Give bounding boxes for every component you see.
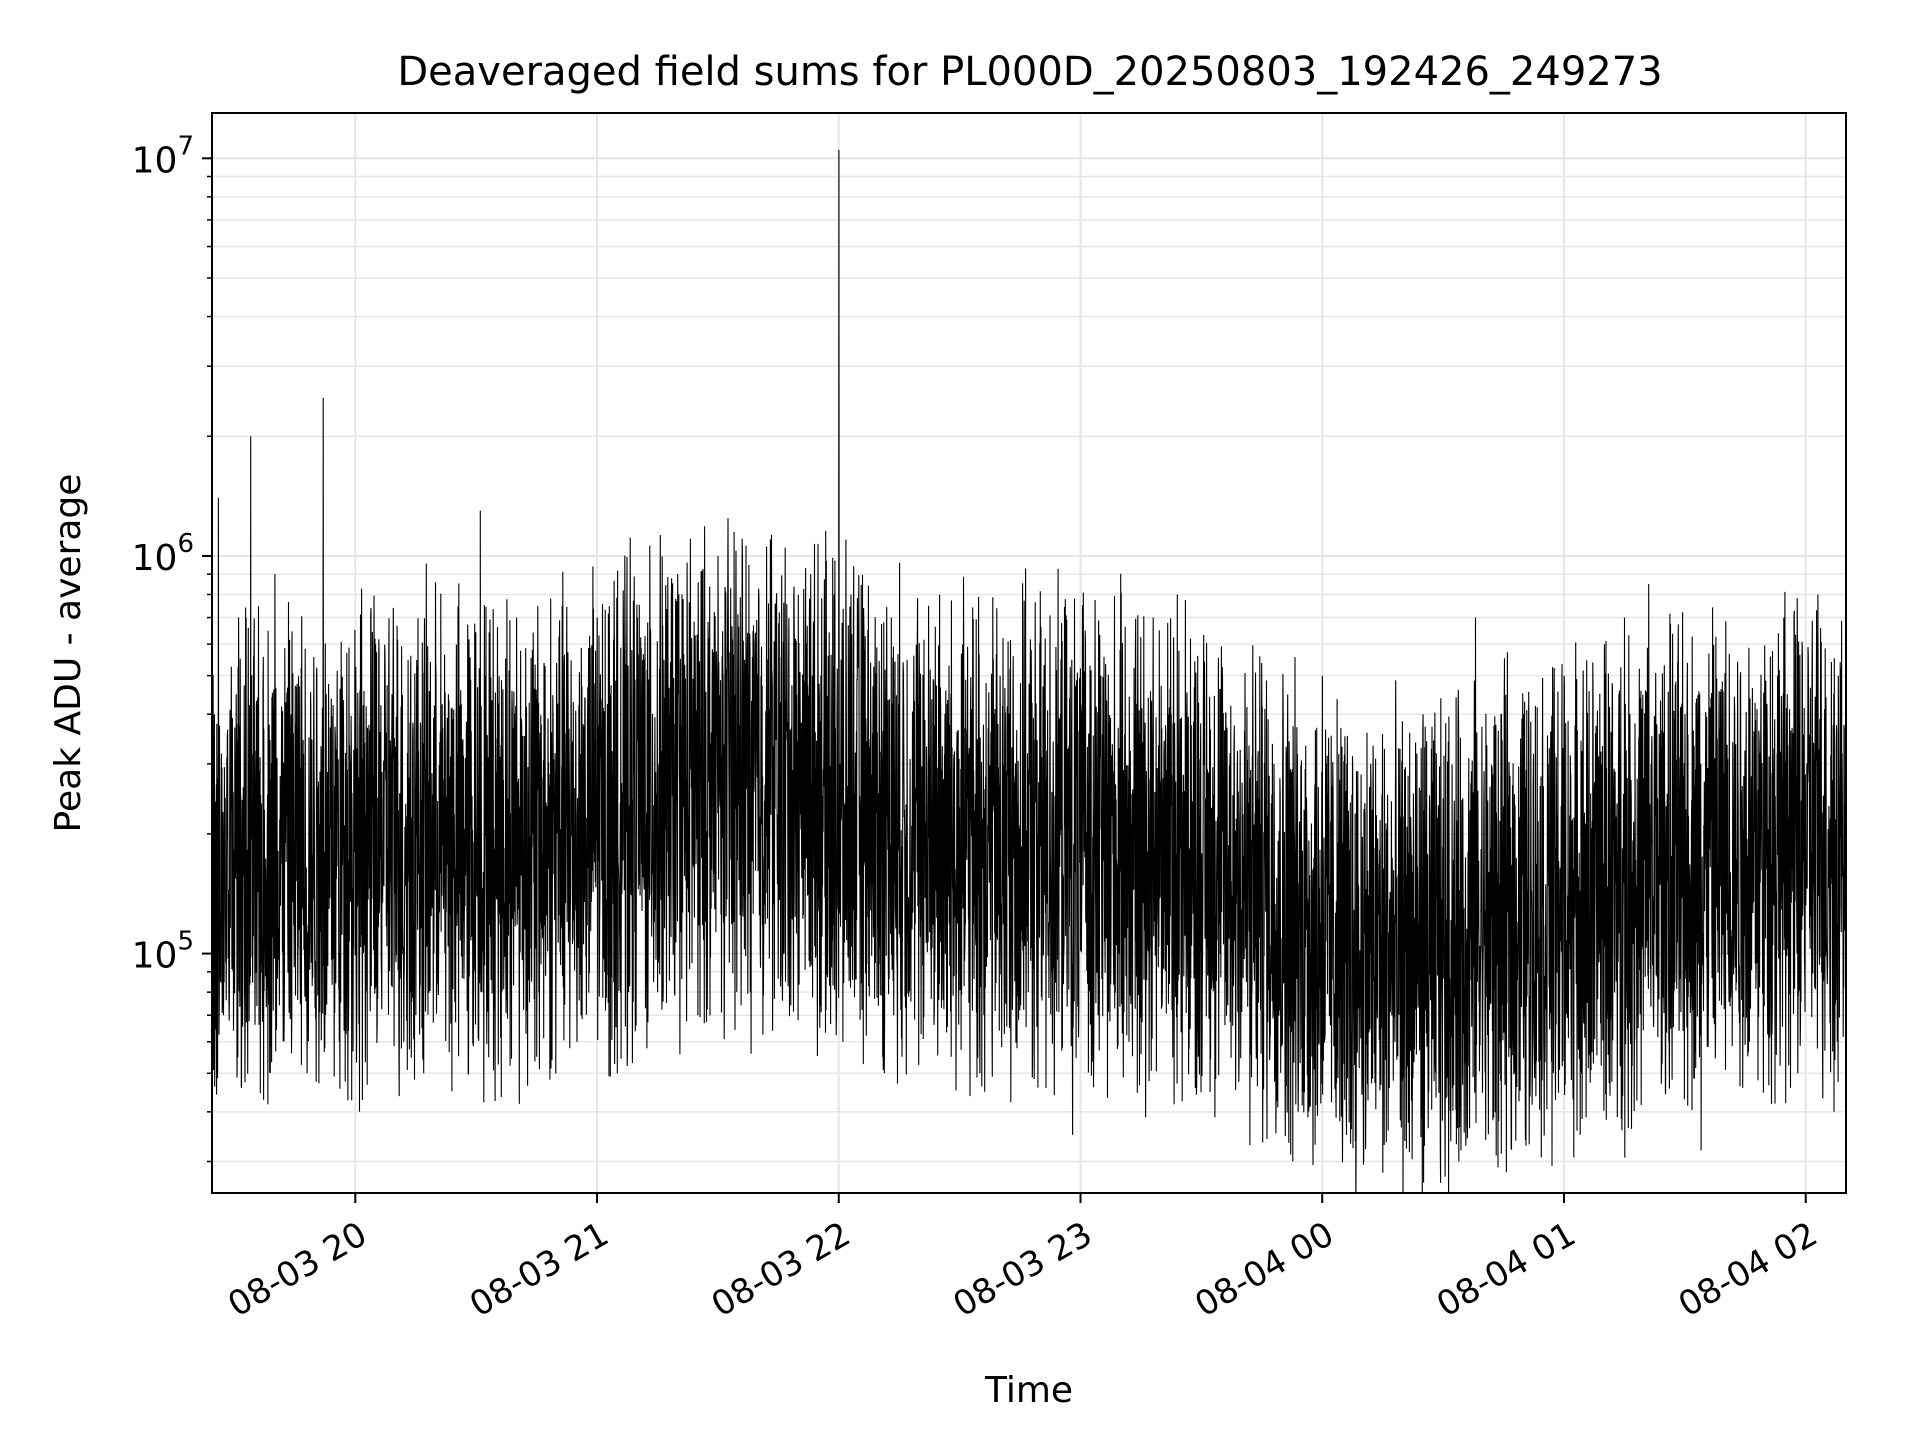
data-layer [212, 149, 1846, 1193]
y-tick-label: 105 [132, 927, 194, 977]
chart-title: Deaveraged field sums for PL000D_2025080… [397, 49, 1662, 95]
x-axis-label: Time [984, 1370, 1073, 1411]
series-line [212, 149, 1846, 1193]
y-tick-label: 107 [132, 131, 194, 181]
y-tick-label: 106 [132, 529, 194, 579]
y-axis-label: Peak ADU - average [48, 474, 89, 833]
plot-frame [211, 112, 1847, 1194]
